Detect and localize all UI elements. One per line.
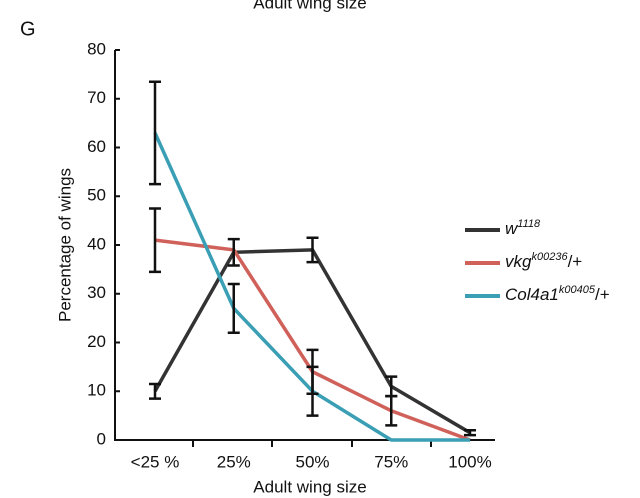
- error-bar: [227, 237, 240, 267]
- error-bar: [385, 394, 398, 427]
- legend-label-part: /+: [568, 252, 583, 271]
- legend-label-part: w: [505, 219, 519, 238]
- panel-label: G: [20, 18, 36, 40]
- x-tick-label: <25 %: [131, 452, 180, 471]
- legend-label: vkgk00236/+: [505, 251, 582, 272]
- y-tick-label: 70: [87, 88, 106, 107]
- error-bar: [306, 365, 319, 417]
- x-tick-label: 50%: [295, 452, 329, 471]
- legend-label: Col4a1k00405/+: [505, 284, 610, 305]
- error-bar: [149, 382, 161, 400]
- x-tick-label: 25%: [217, 452, 251, 471]
- error-bar: [149, 80, 161, 186]
- chart-title: Adult wing size: [253, 0, 366, 12]
- x-axis-label: Adult wing size: [253, 477, 366, 496]
- legend-label-part: 1118: [517, 218, 541, 230]
- y-tick-label: 40: [87, 234, 106, 253]
- legend-label-part: /+: [595, 285, 610, 304]
- legend-label-part: vkg: [505, 252, 532, 271]
- y-tick-label: 60: [87, 137, 106, 156]
- error-bar: [306, 236, 319, 264]
- error-bar: [227, 282, 240, 334]
- x-tick-marks: [192, 440, 432, 447]
- y-tick-label: 80: [87, 39, 106, 58]
- error-bar: [149, 207, 161, 274]
- x-tick-label: 100%: [448, 452, 491, 471]
- x-tick-label: 75%: [374, 452, 408, 471]
- error-bar: [464, 429, 476, 437]
- legend-label-part: k00405: [559, 284, 596, 296]
- y-tick-label: 20: [87, 332, 106, 351]
- y-axis-label: Percentage of wings: [55, 168, 74, 322]
- y-tick-label: 10: [87, 381, 106, 400]
- y-tick-label: 0: [97, 429, 106, 448]
- legend-label-part: k00236: [531, 251, 568, 263]
- y-tick-label: 30: [87, 283, 106, 302]
- y-tick-label: 50: [87, 186, 106, 205]
- legend-label: w1118: [505, 218, 541, 239]
- legend-label-part: Col4a1: [505, 285, 559, 304]
